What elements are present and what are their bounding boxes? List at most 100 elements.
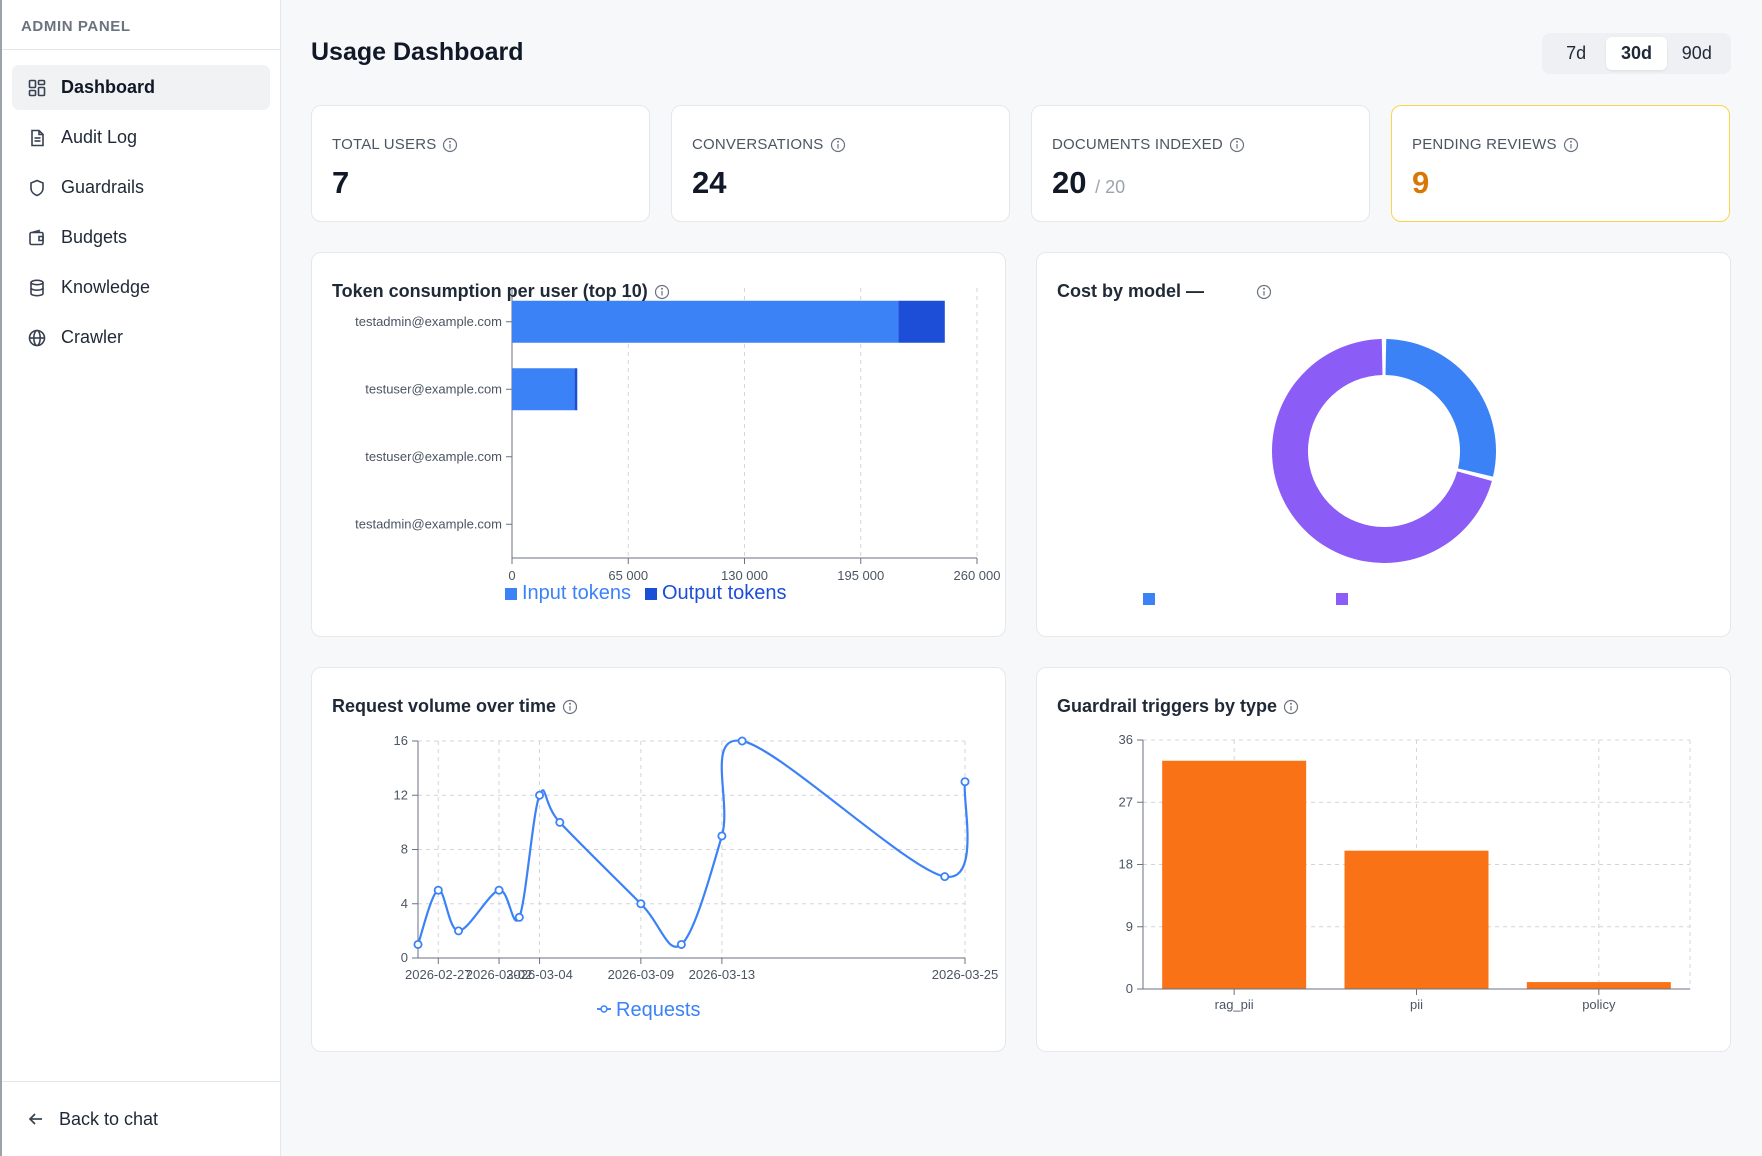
cost-by-model-chart bbox=[1143, 339, 1496, 605]
data-point bbox=[555, 817, 565, 827]
legend-swatch bbox=[600, 1005, 608, 1013]
stat-card-pending-reviews[interactable]: PENDING REVIEWS 9 bbox=[1391, 105, 1730, 222]
info-icon[interactable] bbox=[830, 137, 846, 153]
cost-by-model-card: Cost by model — bbox=[1036, 252, 1731, 637]
info-icon[interactable] bbox=[562, 699, 578, 715]
database-icon bbox=[27, 278, 47, 298]
series-line bbox=[416, 739, 969, 948]
y-tick-label: testuser@example.com bbox=[365, 449, 502, 464]
sidebar-item-knowledge[interactable]: Knowledge bbox=[12, 265, 270, 310]
y-tick-label: 4 bbox=[401, 896, 408, 911]
stat-label: PENDING REVIEWS bbox=[1412, 136, 1557, 153]
pie-slice bbox=[1385, 339, 1496, 477]
y-tick-label: testuser@example.com bbox=[365, 381, 502, 396]
arrow-left-icon bbox=[27, 1110, 45, 1128]
y-tick-label: 27 bbox=[1119, 794, 1133, 809]
page-title: Usage Dashboard bbox=[311, 38, 524, 66]
request-volume-card: 0 4 8 12 16 2026-02-27 2026-03-02 2026-03-04 202… bbox=[311, 667, 1006, 1052]
data-point bbox=[494, 885, 504, 895]
info-icon[interactable] bbox=[1283, 699, 1299, 715]
legend-label: Input tokens bbox=[522, 582, 631, 604]
y-tick-label: 18 bbox=[1119, 857, 1133, 872]
range-90d-button[interactable]: 90d bbox=[1681, 43, 1712, 63]
x-tick-label: 2026-03-02 bbox=[466, 967, 533, 982]
range-7d-button[interactable]: 7d bbox=[1566, 43, 1587, 63]
x-tick-label: 2026-02-27 bbox=[405, 967, 472, 982]
x-tick-label: 2026-03-25 bbox=[932, 967, 999, 982]
x-tick-label: 2026-03-13 bbox=[689, 967, 756, 982]
sidebar: ADMIN PANEL Dashboard Audit Log Guardrai… bbox=[0, 0, 281, 1156]
stat-value: 9 bbox=[1412, 165, 1430, 200]
legend-swatch bbox=[645, 588, 657, 600]
bar bbox=[512, 300, 899, 343]
data-point bbox=[940, 872, 950, 882]
info-icon[interactable] bbox=[442, 137, 458, 153]
bar bbox=[512, 368, 575, 411]
data-point bbox=[636, 899, 646, 909]
stat-card-conversations: CONVERSATIONS 24 bbox=[671, 105, 1010, 222]
y-tick-label: 0 bbox=[1126, 981, 1133, 996]
card-title: Token consumption per user (top 10) bbox=[332, 281, 648, 301]
sidebar-item-audit-log[interactable]: Audit Log bbox=[12, 115, 270, 160]
stat-value: 20 bbox=[1052, 165, 1087, 200]
document-icon bbox=[27, 128, 47, 148]
card-title: Request volume over time bbox=[332, 696, 557, 716]
stat-card-total-users: TOTAL USERS 7 bbox=[311, 105, 650, 222]
data-point bbox=[717, 831, 727, 841]
data-point bbox=[454, 926, 464, 936]
y-tick-label: 0 bbox=[401, 950, 408, 965]
info-icon[interactable] bbox=[654, 284, 670, 300]
info-icon[interactable] bbox=[1256, 284, 1272, 300]
info-icon[interactable] bbox=[1563, 137, 1579, 153]
data-point bbox=[960, 777, 970, 787]
range-30d-button[interactable]: 30d bbox=[1606, 37, 1667, 70]
legend-label: Output tokens bbox=[662, 582, 787, 604]
globe-icon bbox=[27, 328, 47, 348]
stat-card-documents-indexed: DOCUMENTS INDEXED 20 / 20 bbox=[1031, 105, 1370, 222]
x-tick-label: pii bbox=[1410, 997, 1423, 1012]
data-point bbox=[433, 885, 443, 895]
pie-slice bbox=[1272, 339, 1492, 563]
stat-sub-value: / 20 bbox=[1095, 177, 1126, 197]
guardrail-triggers-chart: 0 9 18 27 36 rag_pii pii policy bbox=[1119, 732, 1691, 1012]
y-tick-label: 36 bbox=[1119, 732, 1133, 747]
bar bbox=[1344, 850, 1489, 989]
back-to-chat-label: Back to chat bbox=[59, 1108, 159, 1129]
sidebar-item-label: Dashboard bbox=[61, 77, 156, 97]
x-tick-label: 130 000 bbox=[721, 568, 768, 583]
x-tick-label: rag_pii bbox=[1215, 997, 1254, 1012]
bar bbox=[1162, 760, 1307, 989]
x-tick-label: 2026-03-04 bbox=[506, 967, 572, 982]
sidebar-item-dashboard[interactable]: Dashboard bbox=[12, 65, 270, 110]
sidebar-title: ADMIN PANEL bbox=[2, 0, 280, 50]
sidebar-item-label: Guardrails bbox=[61, 177, 145, 197]
info-icon[interactable] bbox=[1229, 137, 1245, 153]
bar bbox=[1526, 982, 1671, 989]
y-tick-label: 12 bbox=[394, 787, 408, 802]
legend-swatch bbox=[1143, 593, 1155, 605]
x-tick-label: 260 000 bbox=[954, 568, 1001, 583]
sidebar-nav: Dashboard Audit Log Guardrails Budgets K… bbox=[2, 50, 280, 360]
sidebar-item-crawler[interactable]: Crawler bbox=[12, 315, 270, 360]
dashboard-icon bbox=[27, 78, 47, 98]
x-tick-label: 2026-03-09 bbox=[608, 967, 675, 982]
wallet-icon bbox=[27, 228, 47, 248]
sidebar-item-budgets[interactable]: Budgets bbox=[12, 215, 270, 260]
sidebar-item-guardrails[interactable]: Guardrails bbox=[12, 165, 270, 210]
stat-label: DOCUMENTS INDEXED bbox=[1052, 136, 1223, 153]
y-tick-label: testadmin@example.com bbox=[355, 314, 502, 329]
data-point bbox=[535, 790, 545, 800]
x-tick-label: policy bbox=[1582, 997, 1616, 1012]
y-tick-label: testadmin@example.com bbox=[355, 516, 502, 531]
y-tick-label: 16 bbox=[394, 733, 408, 748]
token-consumption-card: 0 65 000 130 000 195 000 260 000 testadmin@ex… bbox=[311, 252, 1006, 637]
sidebar-item-label: Crawler bbox=[61, 327, 124, 347]
data-point bbox=[676, 939, 686, 949]
bar bbox=[574, 368, 578, 411]
stat-value: 24 bbox=[692, 165, 727, 200]
back-to-chat-link[interactable]: Back to chat bbox=[2, 1081, 280, 1156]
token-consumption-chart: 0 65 000 130 000 195 000 260 000 testadmin@ex… bbox=[355, 288, 1001, 604]
stat-label: CONVERSATIONS bbox=[692, 136, 824, 153]
legend-label: Requests bbox=[616, 999, 701, 1021]
